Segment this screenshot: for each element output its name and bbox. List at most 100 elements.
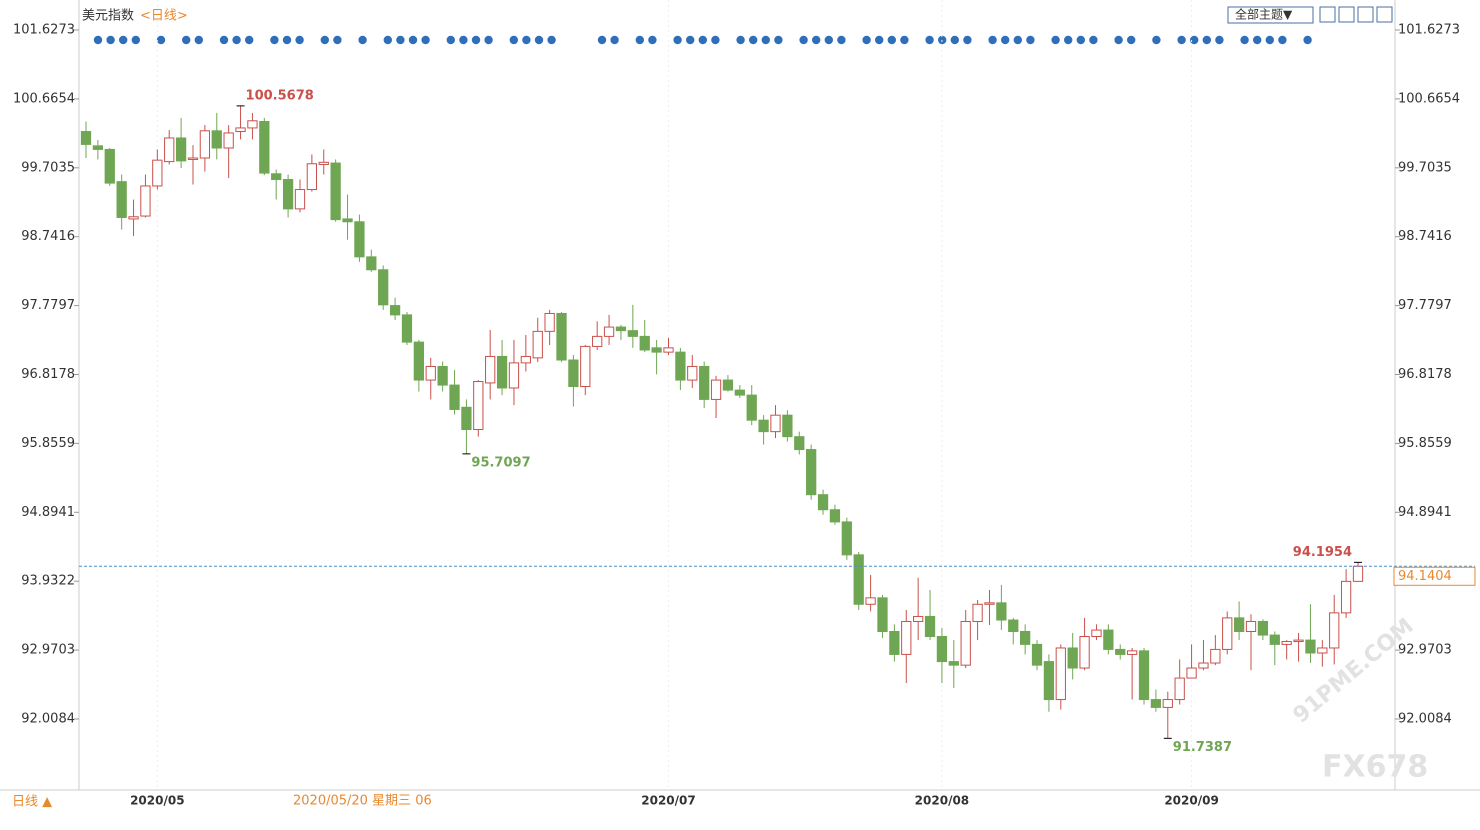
- candle-body: [972, 603, 983, 622]
- event-dot: [799, 35, 808, 45]
- event-dot: [1240, 35, 1249, 45]
- event-dot: [1215, 35, 1224, 45]
- candle-body: [247, 120, 258, 129]
- event-dot: [597, 35, 607, 45]
- candle-body: [734, 389, 745, 396]
- event-dot: [1051, 35, 1060, 45]
- event-dot: [698, 35, 707, 45]
- candle-body: [461, 406, 472, 431]
- event-dot: [887, 35, 896, 45]
- event-dot: [156, 35, 166, 45]
- event-dot: [812, 35, 821, 45]
- candle-body: [1126, 650, 1138, 655]
- candle-body: [437, 365, 448, 386]
- event-dot: [1114, 35, 1123, 45]
- x-tick-label: 2020/09: [1164, 794, 1218, 808]
- theme-button-box[interactable]: [1227, 6, 1314, 24]
- candle-body: [1103, 629, 1114, 650]
- event-dot: [408, 35, 418, 45]
- candle-body: [627, 330, 638, 337]
- y-tick-label-right: 95.8559: [1398, 436, 1452, 451]
- event-dot: [446, 35, 455, 45]
- candle-body: [1305, 639, 1316, 654]
- candle-body: [675, 351, 686, 381]
- event-dot: [282, 35, 292, 45]
- y-tick-label: 93.9322: [21, 574, 75, 589]
- candle-body: [663, 347, 674, 353]
- event-dot: [106, 35, 115, 45]
- event-dot: [1303, 35, 1312, 45]
- event-dot: [232, 35, 241, 45]
- candle-body: [865, 597, 876, 605]
- event-dot: [1076, 35, 1086, 45]
- event-dot: [295, 35, 304, 45]
- event-dot: [900, 35, 909, 45]
- event-dot: [875, 35, 884, 45]
- candle-body: [1210, 648, 1221, 664]
- toolbar-icons[interactable]: [1319, 6, 1393, 23]
- candle-body: [116, 181, 127, 218]
- y-tick-label-right: 92.0084: [1398, 712, 1452, 727]
- candle-body: [722, 379, 734, 391]
- candle-body: [1115, 648, 1126, 655]
- event-dot: [547, 35, 556, 45]
- event-dot: [1001, 35, 1010, 45]
- annotation-label: 94.1954: [1293, 545, 1352, 560]
- event-dot: [648, 35, 657, 45]
- candle-body: [1198, 662, 1209, 669]
- candle-body: [1031, 643, 1043, 666]
- event-dot: [1190, 35, 1199, 45]
- event-dot: [358, 35, 367, 45]
- candle-body: [152, 159, 163, 187]
- candle-body: [1174, 677, 1185, 701]
- candle-body: [330, 162, 341, 221]
- event-dot: [93, 35, 103, 45]
- candle-body: [1043, 661, 1055, 701]
- candle-body: [508, 362, 520, 389]
- annotation-label: 95.7097: [471, 455, 530, 470]
- event-dot: [1253, 35, 1262, 45]
- candle-body: [1329, 612, 1340, 649]
- candle-body: [175, 137, 187, 162]
- event-dot: [383, 35, 392, 45]
- event-dot: [421, 35, 430, 45]
- candle-body: [1317, 647, 1328, 654]
- candle-body: [853, 554, 864, 605]
- candle-body: [913, 615, 924, 622]
- candle-body: [770, 414, 781, 433]
- candle-body: [401, 314, 413, 343]
- event-dot: [1127, 35, 1136, 45]
- event-dot: [194, 35, 203, 45]
- candle-body: [960, 620, 971, 666]
- candle-body: [651, 347, 662, 353]
- event-dot: [1202, 35, 1212, 45]
- event-dot: [119, 35, 128, 45]
- event-dot: [534, 35, 544, 45]
- y-tick-label: 99.7035: [21, 160, 75, 175]
- y-tick-label: 92.0084: [21, 712, 75, 727]
- x-tick-label: 2020/08: [915, 794, 969, 808]
- period-button[interactable]: 日线 ▲: [12, 795, 52, 810]
- event-dot: [522, 35, 531, 45]
- event-dot: [1013, 35, 1022, 45]
- candle-body: [710, 379, 722, 400]
- y-tick-label: 100.6654: [13, 91, 75, 106]
- candle-body: [758, 419, 769, 433]
- candle-body: [199, 130, 211, 159]
- candle-body: [1222, 617, 1233, 650]
- candle-body: [1281, 641, 1292, 645]
- candle-body: [817, 494, 829, 511]
- candle-body: [282, 179, 294, 210]
- theme-button[interactable]: 全部主题▼: [1235, 7, 1293, 22]
- candle-body: [449, 384, 460, 410]
- price-label-box: [1393, 566, 1476, 586]
- candle-body: [271, 173, 282, 181]
- candle-body: [1352, 565, 1364, 582]
- candle-body: [306, 163, 318, 191]
- candle-body: [829, 509, 841, 523]
- chart-title: 美元指数: [82, 9, 134, 24]
- candle-body: [1186, 667, 1197, 679]
- event-dot: [761, 35, 770, 45]
- candle-body: [615, 326, 627, 332]
- candle-body: [1079, 636, 1090, 669]
